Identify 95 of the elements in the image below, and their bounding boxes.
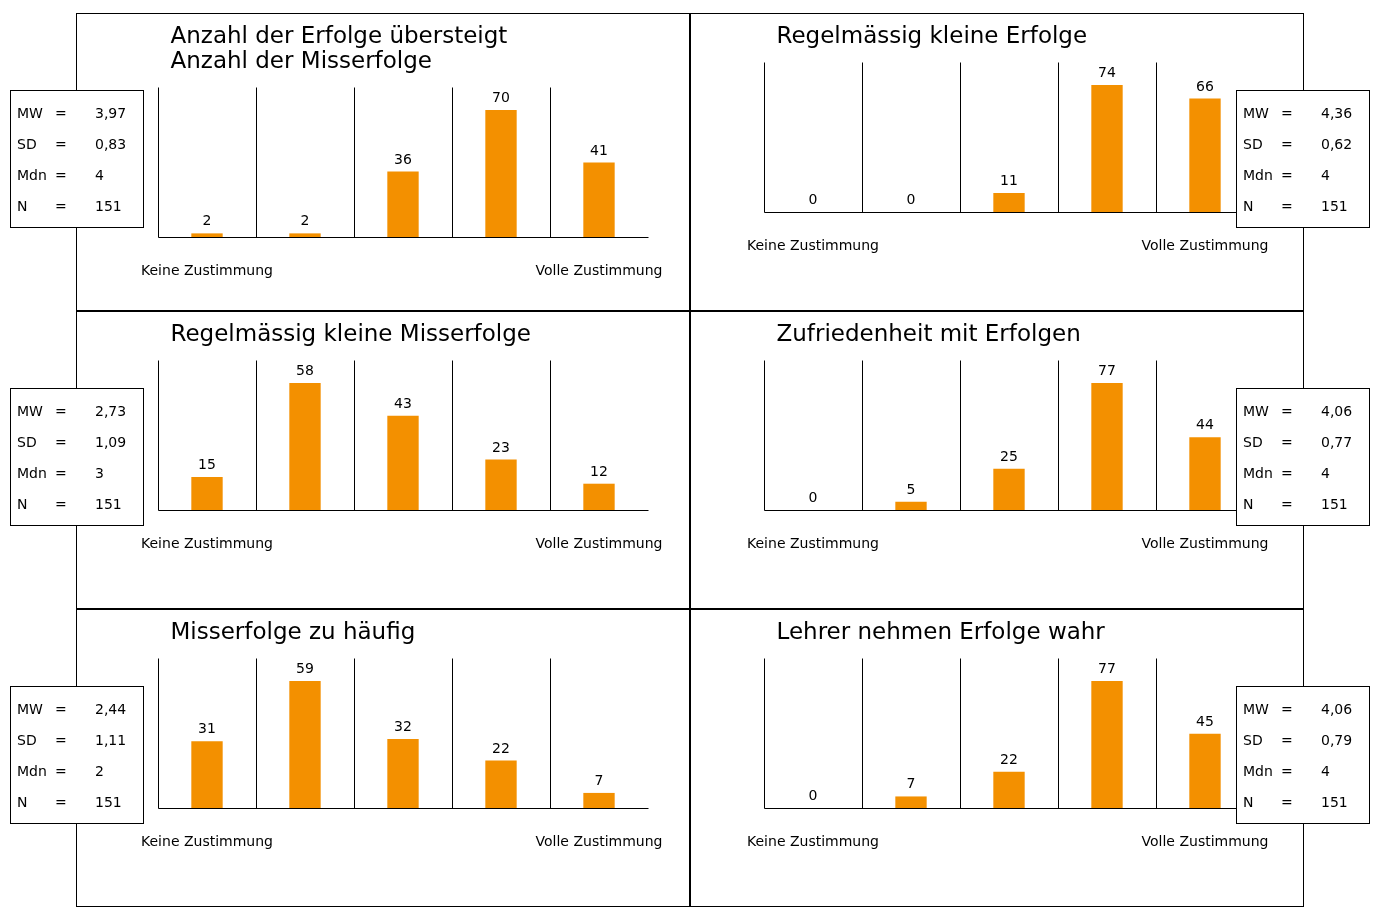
data-label: 58 bbox=[296, 361, 314, 378]
chart-title: Anzahl der Erfolge übersteigt Anzahl der Misserfolge bbox=[170, 22, 508, 73]
data-label: 15 bbox=[198, 456, 216, 473]
bar bbox=[993, 468, 1025, 510]
text: MW = 2,44 bbox=[17, 700, 127, 717]
data-label: 44 bbox=[1196, 416, 1214, 433]
data-label: 36 bbox=[394, 150, 412, 167]
text: N = 151 bbox=[17, 793, 122, 810]
bar bbox=[485, 109, 517, 237]
data-label: 2 bbox=[300, 212, 310, 229]
text: SD = 0,83 bbox=[17, 135, 127, 152]
bar bbox=[583, 483, 615, 510]
text: SD = 0,77 bbox=[1243, 433, 1353, 450]
data-label: 74 bbox=[1098, 63, 1116, 80]
bar bbox=[583, 792, 615, 808]
bar bbox=[191, 741, 223, 808]
x-tick-label: Keine Zustimmung bbox=[141, 261, 273, 278]
text: Mdn = 2 bbox=[17, 762, 104, 779]
data-label: 41 bbox=[590, 141, 608, 158]
data-label: 7 bbox=[906, 775, 916, 792]
text: MW = 3,97 bbox=[17, 104, 127, 121]
data-label: 5 bbox=[906, 480, 916, 497]
data-label: 66 bbox=[1196, 77, 1214, 94]
x-tick-label: Volle Zustimmung bbox=[1141, 236, 1269, 253]
text: Mdn = 4 bbox=[17, 166, 104, 183]
bar bbox=[485, 459, 517, 510]
bar bbox=[191, 233, 223, 237]
bar bbox=[1189, 437, 1221, 510]
text: SD = 1,11 bbox=[17, 731, 127, 748]
data-label: 59 bbox=[296, 659, 314, 676]
x-tick-label: Keine Zustimmung bbox=[747, 832, 879, 849]
data-label: 77 bbox=[1098, 361, 1116, 378]
text: MW = 4,36 bbox=[1243, 104, 1353, 121]
text: MW = 2,73 bbox=[17, 402, 127, 419]
text: MW = 4,06 bbox=[1243, 402, 1353, 419]
text: SD = 0,62 bbox=[1243, 135, 1353, 152]
bar bbox=[895, 501, 927, 510]
bar bbox=[387, 415, 419, 510]
data-label: 23 bbox=[492, 438, 510, 455]
text: MW = 4,06 bbox=[1243, 700, 1353, 717]
x-tick-label: Keine Zustimmung bbox=[747, 236, 879, 253]
text: SD = 0,79 bbox=[1243, 731, 1353, 748]
x-tick-label: Volle Zustimmung bbox=[1141, 534, 1269, 551]
x-tick-label: Keine Zustimmung bbox=[747, 534, 879, 551]
bar bbox=[387, 171, 419, 237]
data-label: 7 bbox=[594, 771, 604, 788]
text: N = 151 bbox=[17, 495, 122, 512]
bar bbox=[289, 680, 321, 808]
text: N = 151 bbox=[1243, 495, 1348, 512]
data-label: 0 bbox=[808, 191, 818, 207]
bar bbox=[1091, 680, 1123, 808]
data-label: 0 bbox=[808, 489, 818, 505]
data-label: 77 bbox=[1098, 659, 1116, 676]
data-label: 43 bbox=[394, 394, 412, 411]
chart-title: Zufriedenheit mit Erfolgen bbox=[776, 320, 1081, 346]
bar bbox=[1091, 382, 1123, 510]
bar bbox=[289, 382, 321, 510]
bar bbox=[387, 739, 419, 808]
data-label: 70 bbox=[492, 88, 510, 105]
data-label: 11 bbox=[1000, 172, 1018, 189]
x-tick-label: Volle Zustimmung bbox=[1141, 832, 1269, 849]
text: Mdn = 3 bbox=[17, 464, 104, 481]
data-label: 0 bbox=[906, 191, 916, 207]
text: Mdn = 4 bbox=[1243, 166, 1330, 183]
text: Mdn = 4 bbox=[1243, 464, 1330, 481]
text: N = 151 bbox=[17, 197, 122, 214]
chart-title: Misserfolge zu häufig bbox=[170, 618, 416, 644]
chart-title: Regelmässig kleine Erfolge bbox=[776, 22, 1088, 48]
text: SD = 1,09 bbox=[17, 433, 127, 450]
data-label: 25 bbox=[1000, 447, 1018, 464]
bar bbox=[289, 233, 321, 237]
data-label: 22 bbox=[492, 739, 510, 756]
bar bbox=[993, 771, 1025, 808]
bar bbox=[895, 796, 927, 808]
bar bbox=[1189, 733, 1221, 808]
text: N = 151 bbox=[1243, 793, 1348, 810]
x-tick-label: Keine Zustimmung bbox=[141, 832, 273, 849]
x-tick-label: Volle Zustimmung bbox=[535, 832, 663, 849]
x-tick-label: Volle Zustimmung bbox=[535, 534, 663, 551]
text: N = 151 bbox=[1243, 197, 1348, 214]
data-label: 0 bbox=[808, 787, 818, 803]
data-label: 45 bbox=[1196, 712, 1214, 729]
chart-title: Regelmässig kleine Misserfolge bbox=[170, 320, 531, 346]
data-label: 31 bbox=[198, 720, 216, 737]
data-label: 22 bbox=[1000, 750, 1018, 767]
x-tick-label: Keine Zustimmung bbox=[141, 534, 273, 551]
data-label: 2 bbox=[202, 212, 212, 229]
bar bbox=[485, 760, 517, 808]
data-label: 12 bbox=[590, 462, 608, 479]
text: Mdn = 4 bbox=[1243, 762, 1330, 779]
x-tick-label: Volle Zustimmung bbox=[535, 261, 663, 278]
bar bbox=[583, 162, 615, 237]
chart-title: Lehrer nehmen Erfolge wahr bbox=[776, 618, 1106, 644]
bar bbox=[191, 477, 223, 510]
data-label: 32 bbox=[394, 718, 412, 735]
